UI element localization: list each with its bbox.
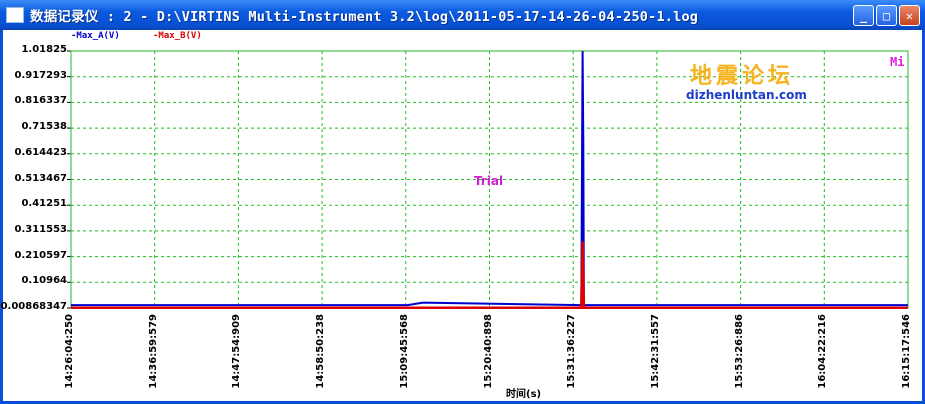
x-tick-label: 15:42:31:557 <box>649 314 661 389</box>
x-tick-label: 16:04:22:216 <box>817 314 829 389</box>
x-tick-label: 14:47:54:909 <box>231 314 243 389</box>
x-tick-label: 14:26:04:250 <box>64 314 75 389</box>
x-axis-label: 时间(s) <box>506 389 542 400</box>
y-tick-label: 0.71538 <box>21 121 67 133</box>
title-bar[interactable]: 数据记录仪 : 2 - D:\VIRTINS Multi-Instrument … <box>0 0 925 30</box>
x-tick-label: 14:36:59:579 <box>147 314 159 389</box>
y-tick-label: 0.917293 <box>14 69 67 81</box>
x-tick-label: 15:53:26:886 <box>733 314 745 389</box>
mi-annotation: Mi <box>890 55 905 69</box>
legend-label: Max_B(V) <box>158 31 202 41</box>
watermark-url: dizhenluntan.com <box>686 88 807 102</box>
watermark-logo: 地震论坛 <box>690 63 795 89</box>
x-tick-label: 16:15:17:546 <box>901 314 912 389</box>
x-tick-label: 15:31:36:227 <box>566 314 578 389</box>
y-tick-label: 0.816337 <box>14 95 67 107</box>
legend-series-b: -Max_B(V) <box>153 31 202 41</box>
y-tick-label: 0.41251 <box>21 198 67 210</box>
y-tick-label: 0.10964 <box>21 275 67 287</box>
y-tick-label: 0.210597 <box>14 249 67 261</box>
close-button[interactable]: ✕ <box>899 5 920 26</box>
y-tick-label: 0.513467 <box>14 172 67 184</box>
window-title: 数据记录仪 : 2 - D:\VIRTINS Multi-Instrument … <box>30 9 699 25</box>
legend-label: Max_A(V) <box>76 31 120 41</box>
x-tick-label: 15:20:40:898 <box>482 314 494 389</box>
app-icon <box>6 7 24 23</box>
y-tick-label: 1.01825 <box>21 44 67 55</box>
y-tick-label: 0.00868347 <box>0 301 67 312</box>
y-tick-label: 0.614423 <box>14 146 67 158</box>
x-tick-label: 15:09:45:568 <box>398 314 410 389</box>
series-line-b <box>71 241 908 309</box>
maximize-button[interactable]: □ <box>876 5 897 26</box>
x-tick-label: 14:58:50:238 <box>315 314 327 389</box>
legend-series-a: -Max_A(V) <box>71 31 120 41</box>
y-tick-label: 0.311553 <box>14 223 67 235</box>
minimize-button[interactable]: _ <box>853 5 874 26</box>
trial-annotation: Trial <box>474 174 504 188</box>
